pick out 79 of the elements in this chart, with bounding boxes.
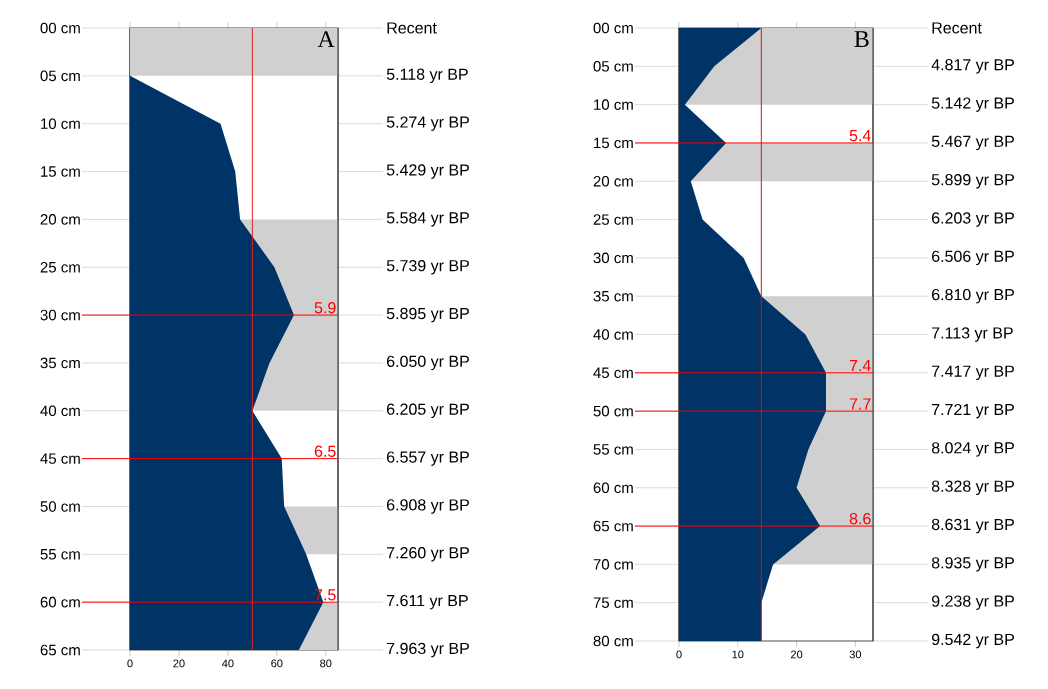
y-tick-label: 30 cm: [593, 252, 633, 264]
y-tick-label: 05 cm: [40, 70, 80, 82]
category-label: 6.050 yr BP: [387, 355, 469, 371]
category-label: 7.611 yr BP: [387, 594, 468, 610]
y-tick-label: 20 cm: [40, 214, 80, 225]
y-tick-label: 00 cm: [40, 22, 80, 34]
category-label: 5.584 yr BP: [386, 212, 469, 227]
x-tick-label: 60: [271, 659, 283, 668]
category-label: 8.631 yr BP: [931, 518, 1014, 534]
category-label: 6.506 yr BP: [932, 250, 1014, 266]
y-tick-label: 10 cm: [594, 99, 633, 110]
y-tick-label: 75 cm: [593, 597, 633, 608]
category-label: 6.205 yr BP: [387, 403, 469, 419]
y-tick-label: 40 cm: [40, 405, 80, 417]
x-tick-label: 30: [849, 650, 862, 659]
category-label: 5.739 yr BP: [386, 259, 469, 275]
y-tick-label: 25 cm: [593, 214, 633, 225]
y-tick-label: 50 cm: [40, 501, 80, 512]
annotation: 5.4: [849, 130, 871, 142]
annotation: A: [317, 31, 335, 48]
category-label: 5.429 yr BP: [386, 164, 469, 179]
annotation: 7.7: [849, 398, 871, 410]
category-label: 6.557 yr BP: [387, 451, 469, 466]
category-label: 7.260 yr BP: [387, 547, 469, 562]
category-label: 5.274 yr BP: [386, 116, 469, 131]
y-tick-label: 55 cm: [40, 549, 80, 560]
category-label: 9.238 yr BP: [931, 595, 1014, 610]
x-tick-label: 40: [222, 659, 234, 668]
category-label: 6.908 yr BP: [387, 499, 469, 514]
category-label: 6.203 yr BP: [932, 212, 1014, 227]
y-tick-label: 10 cm: [41, 118, 80, 129]
y-tick-label: 70 cm: [593, 559, 633, 570]
y-tick-label: 20 cm: [593, 175, 633, 187]
category-label: 4.817 yr BP: [931, 59, 1014, 74]
category-label: 7.113 yr BP: [932, 327, 1013, 342]
category-label: Recent: [932, 22, 982, 34]
category-label: 5.895 yr BP: [386, 307, 469, 323]
y-tick-label: 80 cm: [593, 635, 633, 647]
category-label: 6.810 yr BP: [932, 288, 1014, 304]
annotation: B: [854, 31, 869, 47]
y-tick-label: 60 cm: [40, 596, 80, 608]
y-tick-label: 60 cm: [593, 482, 633, 494]
annotation: 7.4: [849, 360, 871, 372]
x-tick-label: 20: [791, 650, 803, 659]
category-label: 8.935 yr BP: [931, 557, 1014, 572]
y-tick-label: 45 cm: [593, 367, 633, 379]
category-label: 7.721 yr BP: [932, 403, 1014, 419]
x-tick-label: 20: [173, 659, 185, 668]
y-tick-label: 65 cm: [40, 644, 80, 656]
x-tick-label: 0: [127, 659, 133, 668]
x-tick-label: 0: [676, 650, 682, 659]
y-tick-label: 15 cm: [594, 137, 633, 149]
category-label: 5.899 yr BP: [931, 174, 1014, 189]
category-label: 7.963 yr BP: [387, 642, 469, 658]
y-tick-label: 05 cm: [593, 61, 633, 72]
y-tick-label: 50 cm: [593, 405, 633, 417]
y-tick-label: 55 cm: [593, 444, 633, 455]
annotation: 6.5: [314, 445, 336, 457]
x-tick-label: 80: [320, 659, 332, 668]
y-tick-label: 35 cm: [593, 290, 633, 302]
y-tick-label: 35 cm: [40, 357, 80, 369]
x-tick-label: 10: [732, 650, 744, 659]
category-label: 7.417 yr BP: [932, 365, 1014, 380]
category-label: Recent: [387, 22, 437, 34]
y-tick-label: 65 cm: [593, 520, 633, 532]
y-tick-label: 15 cm: [41, 166, 80, 177]
category-label: 5.118 yr BP: [386, 68, 468, 84]
annotation: 8.6: [849, 513, 871, 525]
annotation: 5.9: [314, 302, 336, 314]
y-tick-label: 30 cm: [40, 309, 80, 321]
category-label: 8.024 yr BP: [931, 442, 1014, 457]
category-label: 9.542 yr BP: [931, 633, 1014, 649]
category-label: 5.467 yr BP: [931, 135, 1014, 151]
y-tick-label: 45 cm: [40, 453, 80, 464]
y-tick-label: 25 cm: [40, 261, 80, 273]
category-label: 8.328 yr BP: [931, 480, 1014, 496]
category-label: 5.142 yr BP: [931, 97, 1014, 112]
y-tick-label: 40 cm: [593, 329, 633, 340]
y-tick-label: 00 cm: [593, 22, 633, 34]
